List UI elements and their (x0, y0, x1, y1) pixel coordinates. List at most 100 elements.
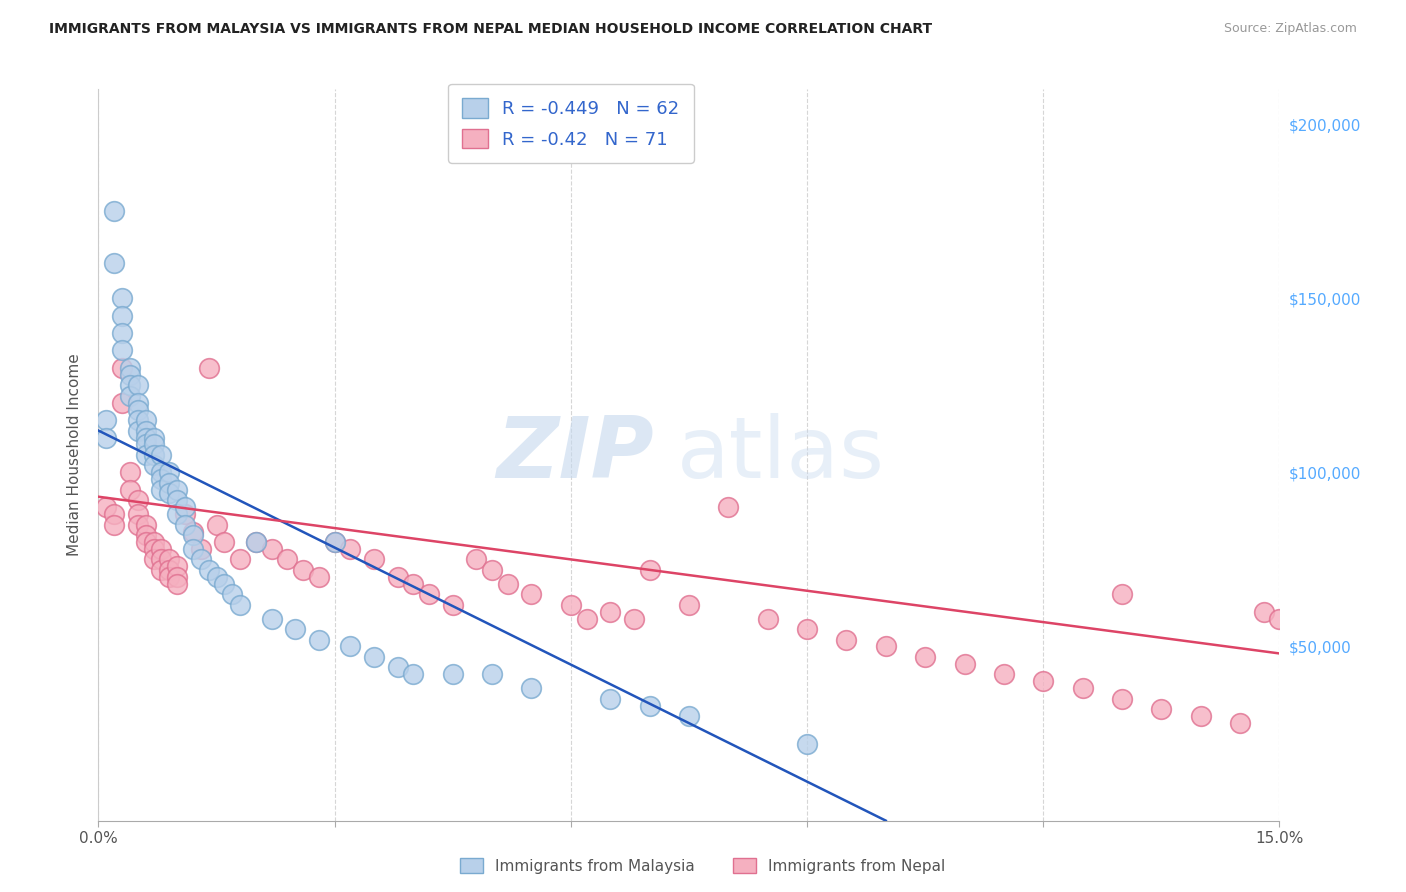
Point (678, 598, 700, 612)
Point (166, 483, 188, 497)
Point (308, 632, 330, 647)
Point (284, 622, 307, 636)
Point (103, 507, 125, 521)
Point (1032, 674, 1054, 689)
Point (796, 622, 818, 636)
Point (387, 660, 409, 674)
Point (638, 563, 661, 577)
Point (756, 612, 779, 626)
Point (96, 430, 118, 444)
Point (181, 541, 204, 556)
Point (166, 493, 188, 508)
Point (1253, 605, 1275, 619)
Point (135, 535, 157, 549)
Point (623, 612, 645, 626)
Point (111, 326, 134, 340)
Point (181, 528, 204, 542)
Point (135, 430, 157, 444)
Point (111, 360, 134, 375)
Point (118, 466, 141, 480)
Point (245, 535, 267, 549)
Text: Source: ZipAtlas.com: Source: ZipAtlas.com (1223, 22, 1357, 36)
Point (717, 500, 740, 515)
Point (292, 563, 315, 577)
Point (229, 598, 252, 612)
Point (229, 552, 252, 566)
Point (127, 402, 149, 417)
Point (174, 517, 197, 532)
Point (111, 395, 134, 409)
Point (157, 570, 180, 584)
Point (197, 360, 219, 375)
Text: ZIP: ZIP (496, 413, 654, 497)
Point (1229, 716, 1251, 731)
Point (103, 204, 125, 219)
Point (190, 541, 212, 556)
Legend: R = -0.449   N = 62, R = -0.42   N = 71: R = -0.449 N = 62, R = -0.42 N = 71 (449, 84, 693, 163)
Point (103, 517, 125, 532)
Point (157, 563, 180, 577)
Point (323, 535, 346, 549)
Point (339, 541, 361, 556)
Point (465, 552, 488, 566)
Point (638, 698, 661, 713)
Point (174, 507, 197, 521)
Point (150, 541, 173, 556)
Point (339, 640, 361, 654)
Legend: Immigrants from Malaysia, Immigrants from Nepal: Immigrants from Malaysia, Immigrants fro… (454, 852, 952, 880)
Point (993, 667, 1015, 681)
Point (520, 681, 543, 696)
Point (127, 378, 149, 392)
Point (308, 570, 330, 584)
Point (276, 552, 298, 566)
Point (142, 430, 165, 444)
Point (118, 378, 141, 392)
Point (150, 483, 173, 497)
Point (127, 395, 149, 409)
Point (520, 587, 543, 601)
Point (363, 552, 385, 566)
Point (260, 541, 283, 556)
Point (678, 709, 700, 723)
Point (150, 552, 173, 566)
Point (174, 500, 197, 515)
Point (157, 486, 180, 500)
Point (142, 448, 165, 462)
Point (142, 535, 165, 549)
Point (127, 493, 149, 508)
Point (166, 570, 188, 584)
Point (402, 576, 425, 591)
Point (181, 524, 204, 539)
Point (142, 552, 165, 566)
Point (118, 483, 141, 497)
Point (135, 413, 157, 427)
Point (127, 507, 149, 521)
Point (127, 424, 149, 438)
Point (197, 563, 219, 577)
Point (1111, 691, 1133, 706)
Point (127, 517, 149, 532)
Point (118, 360, 141, 375)
Point (118, 368, 141, 382)
Point (363, 649, 385, 664)
Text: atlas: atlas (678, 413, 886, 497)
Point (418, 587, 440, 601)
Point (135, 424, 157, 438)
Point (599, 691, 621, 706)
Text: IMMIGRANTS FROM MALAYSIA VS IMMIGRANTS FROM NEPAL MEDIAN HOUSEHOLD INCOME CORREL: IMMIGRANTS FROM MALAYSIA VS IMMIGRANTS F… (49, 22, 932, 37)
Point (875, 640, 897, 654)
Point (575, 612, 598, 626)
Point (835, 632, 858, 647)
Point (221, 587, 243, 601)
Point (323, 535, 346, 549)
Point (135, 448, 157, 462)
Point (166, 559, 188, 574)
Point (150, 472, 173, 486)
Point (441, 667, 464, 681)
Point (914, 649, 936, 664)
Point (190, 552, 212, 566)
Point (135, 517, 157, 532)
Point (135, 528, 157, 542)
Point (96, 413, 118, 427)
Point (214, 576, 236, 591)
